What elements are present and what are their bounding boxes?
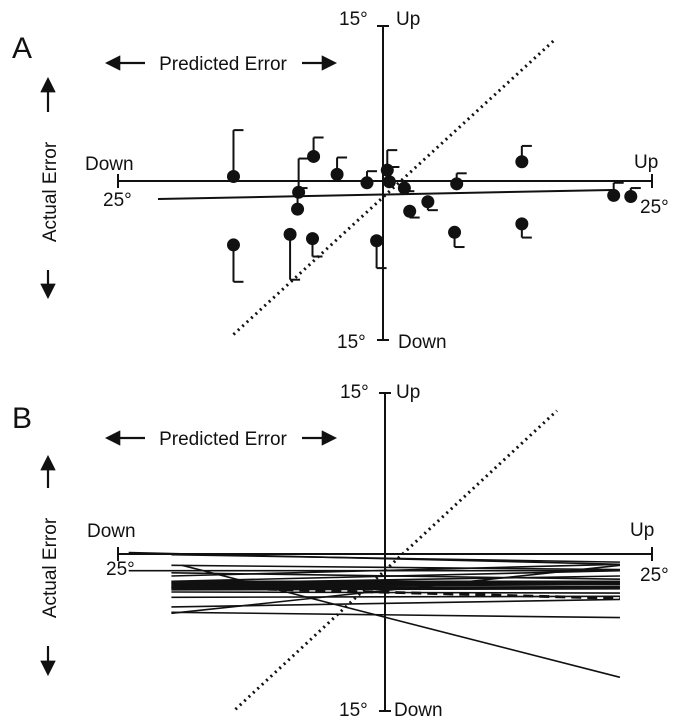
panel-a-y-top-label: Up (396, 9, 420, 30)
data-point-17 (515, 217, 529, 231)
panel-a-y-bottom-value: 15° (337, 332, 366, 353)
panel-a: A Predicted Error Actual Error Down Up 2… (12, 9, 669, 353)
data-point-13 (403, 204, 417, 218)
data-point-12 (397, 181, 411, 195)
regression-line-22 (171, 583, 620, 588)
unity-line (234, 409, 558, 711)
regression-line-12 (171, 586, 620, 590)
panel-b-x-left-value: 25° (106, 559, 135, 580)
data-point-14 (421, 195, 435, 209)
panel-a-y-top-value: 15° (339, 9, 368, 30)
panel-a-y-bottom-label: Down (398, 332, 447, 353)
data-point-1 (226, 238, 240, 252)
data-point-10 (380, 163, 394, 177)
panel-a-x-right-value: 25° (640, 197, 669, 218)
data-point-0 (226, 169, 240, 183)
panel-b-x-left-label: Down (87, 521, 136, 542)
panel-a-x-label: Predicted Error (159, 54, 287, 75)
panel-b-x-label: Predicted Error (159, 429, 287, 450)
x-axis-tilted-line (157, 189, 613, 200)
panel-b-y-bottom-label: Down (394, 700, 443, 721)
data-point-15 (448, 225, 462, 239)
panel-a-y-label: Actual Error (40, 141, 61, 242)
regression-line-9 (171, 595, 620, 599)
regression-line-20 (171, 581, 620, 585)
data-point-7 (330, 167, 344, 181)
data-point-19 (607, 188, 621, 202)
regression-line-19 (171, 585, 620, 589)
panel-b-x-right-label: Up (630, 520, 654, 541)
regression-line-15 (171, 598, 620, 608)
data-point-11 (382, 175, 396, 189)
regression-line-23 (171, 580, 620, 584)
data-point-20 (624, 189, 638, 203)
regression-line-24 (181, 564, 621, 679)
panel-a-data (226, 129, 641, 283)
panel-b-data (128, 551, 621, 679)
panel-b-y-top-value: 15° (340, 382, 369, 403)
panel-b-x-right-value: 25° (640, 565, 669, 586)
regression-line-16 (171, 587, 620, 591)
panel-b-letter: B (12, 402, 32, 435)
panel-b: B Predicted Error Actual Error Down Up 2… (12, 382, 669, 721)
panel-b-y-top-label: Up (396, 382, 420, 403)
regression-line-8 (171, 564, 620, 571)
panel-a-x-right-label: Up (634, 152, 658, 173)
regression-line-10 (171, 553, 620, 563)
unity-line (232, 38, 556, 336)
data-point-9 (370, 234, 384, 248)
regression-line-14 (171, 572, 620, 580)
regression-line-21 (171, 591, 620, 594)
panel-b-y-label: Actual Error (40, 517, 61, 618)
data-point-5 (307, 149, 321, 163)
panel-b-y-bottom-value: 15° (339, 700, 368, 721)
data-point-16 (450, 177, 464, 191)
data-point-18 (515, 155, 529, 169)
panel-a-x-left-value: 25° (103, 190, 132, 211)
data-point-6 (306, 232, 320, 246)
data-point-8 (360, 176, 374, 190)
panel-a-letter: A (12, 32, 32, 65)
data-point-2 (283, 227, 297, 241)
regression-line-5 (171, 611, 620, 619)
panel-a-x-left-label: Down (85, 154, 134, 175)
data-point-4 (291, 202, 305, 216)
